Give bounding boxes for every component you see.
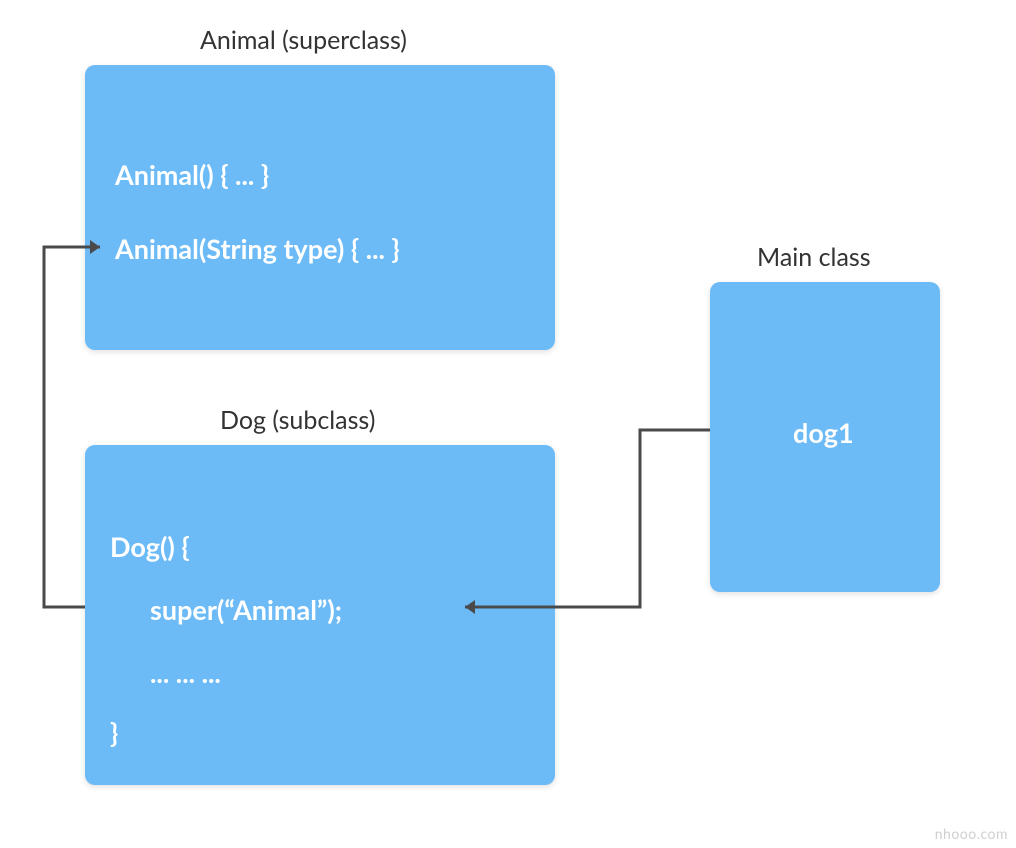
dog-super-call: super(“Animal”); xyxy=(150,593,342,626)
dog-ctor-open: Dog() { xyxy=(110,530,190,563)
subclass-label: Dog (subclass) xyxy=(220,405,375,435)
animal-ctor-string: Animal(String type) { ... } xyxy=(115,232,400,265)
superclass-label: Animal (superclass) xyxy=(200,25,407,55)
dog-ellipsis: ... ... ... xyxy=(150,656,221,689)
main-class-label: Main class xyxy=(757,242,871,272)
watermark: nhooo.com xyxy=(935,825,1008,842)
dog1-instance: dog1 xyxy=(793,416,854,449)
animal-superclass-box xyxy=(85,65,555,350)
animal-ctor-noarg: Animal() { ... } xyxy=(115,158,269,191)
dog-ctor-close: } xyxy=(110,716,118,749)
